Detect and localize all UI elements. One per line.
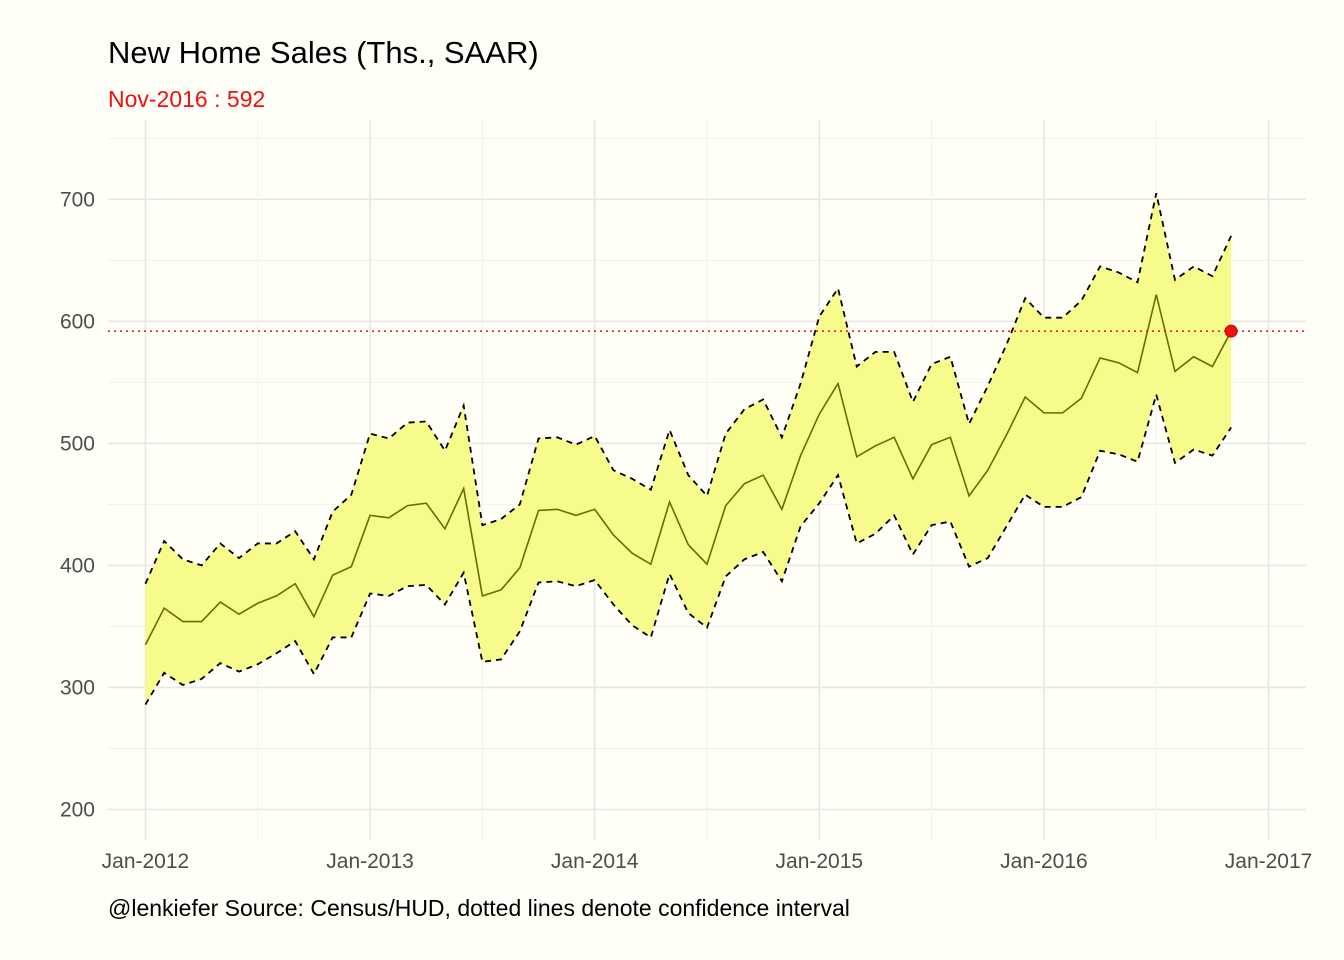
lower-ci-line <box>144 391 1232 705</box>
y-tick-label: 400 <box>60 554 95 577</box>
x-tick-label: Jan-2017 <box>1225 850 1313 873</box>
chart-caption: @lenkiefer Source: Census/HUD, dotted li… <box>108 895 850 921</box>
chart-subtitle: Nov-2016 : 592 <box>108 86 265 112</box>
y-tick-label: 300 <box>60 676 95 699</box>
axis-ticks: 200 300 400 500 600 700 Jan-2012 Jan-2013 Jan-20… <box>60 188 1312 873</box>
y-tick-label: 600 <box>60 310 95 333</box>
reference-line <box>108 324 1306 338</box>
x-tick-label: Jan-2014 <box>551 850 639 873</box>
highlight-point <box>1224 324 1238 338</box>
chart-title: New Home Sales (Ths., SAAR) <box>108 35 539 70</box>
confidence-band-area <box>145 193 1232 705</box>
series-lines <box>144 193 1232 705</box>
x-tick-label: Jan-2012 <box>102 850 190 873</box>
x-tick-label: Jan-2016 <box>1000 850 1088 873</box>
upper-ci-line <box>144 193 1232 585</box>
x-tick-label: Jan-2013 <box>326 850 414 873</box>
confidence-band <box>145 193 1232 705</box>
estimate-line <box>144 294 1232 646</box>
y-tick-label: 700 <box>60 188 95 211</box>
x-tick-label: Jan-2015 <box>776 850 864 873</box>
y-tick-label: 200 <box>60 798 95 821</box>
y-tick-label: 500 <box>60 432 95 455</box>
